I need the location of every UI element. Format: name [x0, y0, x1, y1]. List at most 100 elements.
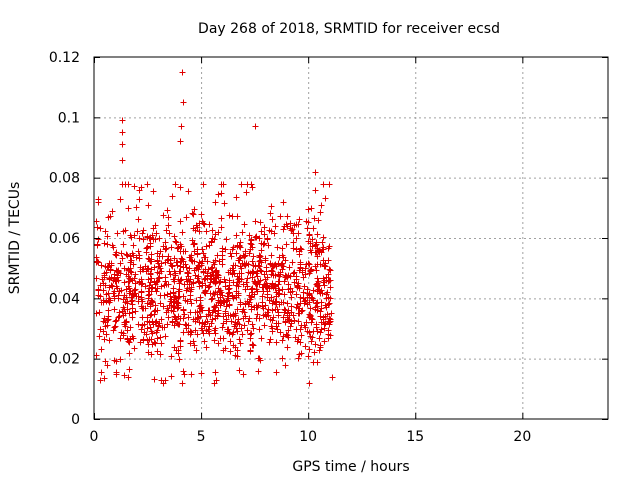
data-point	[250, 253, 257, 260]
data-point	[242, 300, 249, 307]
data-point	[281, 291, 288, 298]
data-point	[188, 300, 195, 307]
data-point	[146, 291, 153, 298]
data-point	[280, 199, 287, 206]
data-point	[315, 217, 322, 224]
data-point	[222, 246, 229, 253]
data-point	[277, 271, 284, 278]
y-tick-label: 0	[71, 412, 80, 428]
data-point	[320, 181, 327, 188]
data-point	[138, 289, 145, 296]
data-point	[116, 309, 123, 316]
data-point	[262, 257, 269, 264]
data-point	[185, 188, 192, 195]
data-point	[290, 245, 297, 252]
data-point	[217, 300, 224, 307]
data-point	[315, 286, 322, 293]
data-point	[110, 327, 117, 334]
data-point	[316, 335, 323, 342]
data-point	[151, 311, 158, 318]
data-point	[166, 268, 173, 275]
data-point	[165, 222, 172, 229]
data-point	[98, 346, 105, 353]
data-point	[215, 307, 222, 314]
axis-ticks: 0 0.02 0.04 0.06 0.08 0.1 0.12 0 5 10 15 20	[49, 50, 608, 445]
data-point	[127, 324, 134, 331]
data-point	[119, 117, 126, 124]
data-point	[257, 267, 264, 274]
data-point	[154, 307, 161, 314]
data-point	[314, 328, 321, 335]
data-point	[326, 300, 333, 307]
data-point	[194, 331, 201, 338]
data-point	[108, 282, 115, 289]
data-point	[121, 319, 128, 326]
data-point	[145, 341, 152, 348]
data-point	[122, 181, 129, 188]
data-point	[189, 210, 196, 217]
data-point	[175, 294, 182, 301]
data-point	[274, 244, 281, 251]
data-point	[208, 296, 215, 303]
data-point	[261, 271, 268, 278]
data-point	[241, 322, 248, 329]
data-point	[178, 123, 185, 130]
data-point	[191, 258, 198, 265]
data-point	[255, 355, 262, 362]
data-point	[256, 326, 263, 333]
data-point	[206, 283, 213, 290]
data-point	[157, 300, 164, 307]
data-point	[189, 237, 196, 244]
data-point	[135, 216, 142, 223]
data-point	[194, 315, 201, 322]
data-point	[95, 196, 102, 203]
data-point	[129, 333, 136, 340]
data-point	[191, 342, 198, 349]
data-point	[185, 314, 192, 321]
data-point	[148, 266, 155, 273]
data-point	[221, 298, 228, 305]
data-point	[94, 224, 101, 231]
data-point	[198, 370, 205, 377]
data-point	[102, 282, 109, 289]
data-point	[209, 295, 216, 302]
data-point	[176, 356, 183, 363]
data-point	[258, 247, 265, 254]
data-point	[150, 225, 157, 232]
data-point	[186, 265, 193, 272]
data-point	[294, 283, 301, 290]
data-point	[325, 257, 332, 264]
data-point	[230, 279, 237, 286]
data-point	[193, 347, 200, 354]
data-point	[138, 326, 145, 333]
data-point	[317, 329, 324, 336]
data-point	[294, 338, 301, 345]
data-point	[268, 203, 275, 210]
data-point	[277, 329, 284, 336]
data-point	[309, 243, 316, 250]
data-point	[190, 211, 197, 218]
data-point	[159, 253, 166, 260]
data-point	[327, 332, 334, 339]
data-point	[312, 263, 319, 270]
data-point	[187, 254, 194, 261]
data-point	[148, 328, 155, 335]
data-point	[179, 69, 186, 76]
data-point	[297, 294, 304, 301]
data-point	[243, 279, 250, 286]
data-point	[220, 347, 227, 354]
data-point	[194, 224, 201, 231]
data-point	[259, 293, 266, 300]
data-point	[230, 342, 237, 349]
data-point	[136, 252, 143, 259]
data-point	[219, 324, 226, 331]
data-point	[165, 314, 172, 321]
data-point	[181, 311, 188, 318]
data-point	[289, 226, 296, 233]
data-point	[232, 352, 239, 359]
data-point	[143, 331, 150, 338]
data-point	[320, 234, 327, 241]
data-point	[191, 206, 198, 213]
data-point	[148, 299, 155, 306]
data-point	[95, 286, 102, 293]
